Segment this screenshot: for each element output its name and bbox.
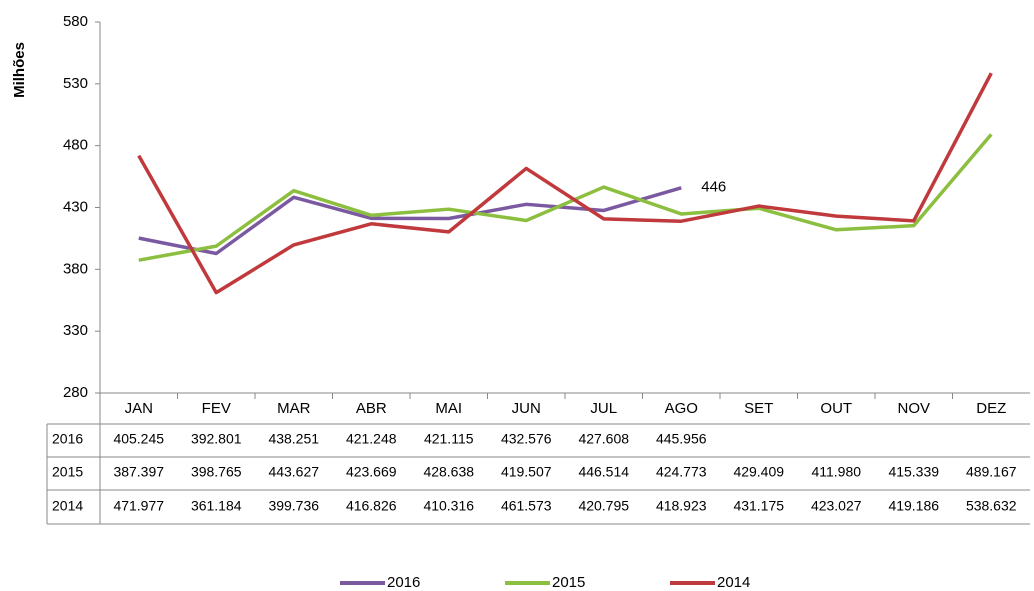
table-cell: 446.514 [578, 464, 629, 480]
y-tick-label: 530 [63, 75, 88, 92]
x-tick-label: MAR [277, 400, 311, 417]
series-line [138, 133, 993, 262]
y-tick-label: 430 [63, 198, 88, 215]
table-cell: 424.773 [656, 464, 707, 480]
x-tick-label: OUT [820, 400, 852, 417]
table-cell: 421.115 [424, 431, 474, 447]
table-cell: 445.956 [656, 431, 707, 447]
y-axis-label: Milhões [11, 42, 28, 98]
x-tick-label: ABR [356, 400, 387, 417]
x-tick-label: FEV [202, 400, 231, 417]
table-cell: 438.251 [268, 431, 319, 447]
legend-label: 2014 [717, 574, 750, 591]
x-tick-label: DEZ [976, 400, 1006, 417]
table-cell: 423.027 [811, 498, 862, 514]
table-cell: 416.826 [346, 498, 397, 514]
y-tick-label: 330 [63, 322, 88, 339]
x-tick-label: JUN [512, 400, 541, 417]
table-cell: 419.186 [888, 498, 939, 514]
table-row-label: 2016 [52, 431, 83, 447]
x-tick-label: NOV [897, 400, 930, 417]
x-tick-label: SET [744, 400, 773, 417]
x-tick-label: AGO [665, 400, 698, 417]
table-cell: 415.339 [888, 464, 939, 480]
table-row-label: 2014 [52, 498, 83, 514]
x-tick-label: MAI [435, 400, 462, 417]
table-cell: 538.632 [966, 498, 1017, 514]
table-cell: 411.980 [811, 464, 861, 480]
x-tick-label: JAN [125, 400, 153, 417]
table-cell: 398.765 [191, 464, 242, 480]
table-cell: 410.316 [423, 498, 474, 514]
table-cell: 423.669 [346, 464, 397, 480]
table-cell: 489.167 [966, 464, 1017, 480]
table-cell: 461.573 [501, 498, 552, 514]
table-cell: 418.923 [656, 498, 707, 514]
table-cell: 387.397 [113, 464, 164, 480]
legend-label: 2015 [552, 574, 585, 591]
annotation: 446 [701, 179, 726, 196]
y-tick-label: 580 [63, 13, 88, 30]
table-cell: 405.245 [113, 431, 164, 447]
y-tick-label: 480 [63, 137, 88, 154]
x-tick-label: JUL [590, 400, 617, 417]
table-cell: 443.627 [268, 464, 319, 480]
legend-label: 2016 [387, 574, 420, 591]
table-cell: 471.977 [113, 498, 164, 514]
y-tick-label: 380 [63, 260, 88, 277]
table-row-label: 2015 [52, 464, 83, 480]
series-line [137, 72, 993, 295]
y-tick-label: 280 [63, 384, 88, 401]
table-cell: 420.795 [578, 498, 629, 514]
table-cell: 421.248 [346, 431, 397, 447]
table-cell: 429.409 [733, 464, 784, 480]
table-cell: 428.638 [423, 464, 474, 480]
table-cell: 432.576 [501, 431, 552, 447]
table-cell: 427.608 [578, 431, 629, 447]
table-cell: 419.507 [501, 464, 552, 480]
table-cell: 392.801 [191, 431, 242, 447]
table-cell: 399.736 [268, 498, 319, 514]
table-cell: 431.175 [733, 498, 784, 514]
table-cell: 361.184 [191, 498, 242, 514]
